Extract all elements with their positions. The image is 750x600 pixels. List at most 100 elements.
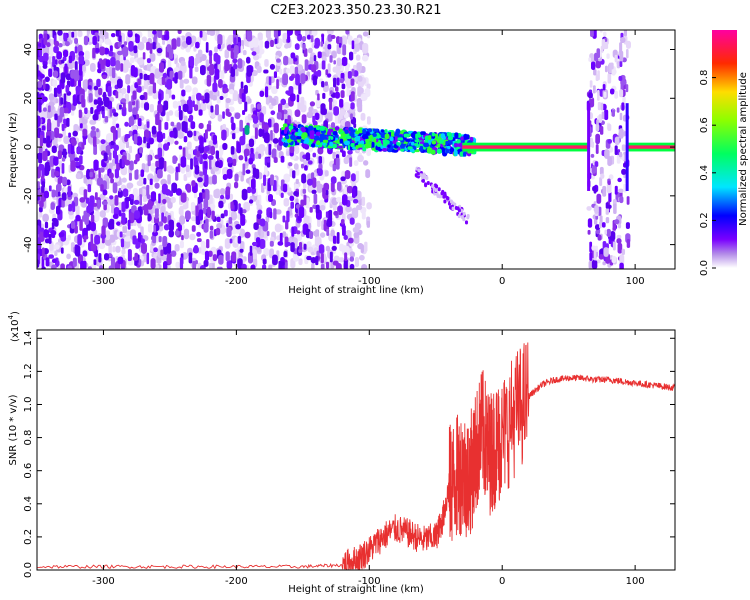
noise-texture-cell (211, 262, 215, 269)
gap-noise-cell (604, 65, 608, 73)
noise-texture-cell (111, 204, 115, 214)
noise-cell (190, 158, 193, 170)
noise-cell (256, 103, 262, 110)
noise-cell (113, 144, 119, 152)
band-cell (454, 132, 459, 139)
noise-cell (313, 54, 317, 62)
noise-texture-cell (308, 106, 314, 117)
noise-cell (317, 168, 323, 177)
colorbar-tick-label: 0.2 (699, 212, 710, 228)
noise-cell (346, 185, 353, 194)
noise-cell (239, 248, 244, 253)
noise-cell (289, 195, 295, 202)
noise-cell (273, 30, 278, 38)
noise-cell (119, 231, 123, 238)
noise-texture-cell (356, 62, 362, 72)
noise-cell (56, 51, 62, 60)
noise-cell (157, 147, 163, 159)
noise-texture-cell (42, 213, 49, 222)
noise-texture-cell (252, 37, 259, 48)
noise-cell (116, 221, 121, 226)
x-tick-label: -200 (225, 576, 248, 587)
noise-cell (42, 107, 47, 112)
noise-cell (296, 30, 301, 35)
y-tick-label: 1.0 (23, 397, 34, 413)
noise-cell (115, 60, 121, 71)
isolated-cell (244, 124, 250, 135)
gap-edge-spike (587, 103, 591, 191)
noise-cell (46, 42, 51, 48)
noise-cell (353, 70, 359, 77)
noise-cell (333, 210, 339, 216)
noise-cell (61, 59, 65, 64)
noise-cell (353, 123, 357, 129)
noise-cell (350, 91, 355, 102)
gap-noise-cell (614, 90, 618, 99)
noise-cell (344, 252, 348, 262)
y-tick-label: 0.4 (23, 496, 34, 512)
gap-noise-cell (616, 107, 620, 113)
noise-cell (83, 35, 89, 46)
noise-cell (259, 238, 266, 250)
noise-texture-cell (362, 31, 369, 37)
tail-cell (424, 183, 428, 188)
gap-noise-cell (596, 48, 600, 59)
gap-noise-cell (595, 144, 599, 154)
noise-cell (329, 251, 333, 263)
noise-texture-cell (48, 93, 55, 101)
noise-texture-cell (327, 63, 331, 73)
noise-cell (43, 190, 49, 199)
noise-cell (351, 173, 356, 182)
snr-y-multiplier: (x104) (7, 311, 21, 342)
band-cell (437, 143, 441, 148)
band-cell (445, 140, 449, 146)
noise-cell (332, 260, 339, 266)
tail-cell (435, 184, 439, 189)
noise-cell (149, 178, 153, 186)
noise-cell (51, 189, 56, 198)
noise-texture-cell (335, 196, 342, 203)
band-cell (436, 148, 442, 154)
noise-texture-cell (319, 204, 326, 211)
noise-cell (82, 128, 88, 137)
noise-cell (133, 199, 140, 205)
noise-texture-cell (99, 30, 105, 35)
noise-cell (321, 60, 326, 70)
gap-noise-cell (598, 114, 603, 123)
noise-texture-cell (303, 215, 310, 224)
noise-texture-cell (284, 102, 290, 109)
noise-cell (178, 110, 183, 121)
gap-noise-cell (620, 36, 626, 44)
noise-cell (38, 163, 45, 171)
noise-cell (347, 237, 354, 244)
noise-texture-cell (170, 196, 176, 204)
noise-cell (79, 155, 83, 165)
noise-cell (313, 44, 320, 49)
noise-cell (333, 60, 336, 65)
noise-cell (349, 256, 354, 262)
noise-cell (299, 206, 305, 219)
noise-cell (146, 194, 151, 200)
band-cell (322, 139, 329, 143)
noise-cell (259, 90, 265, 98)
gap-noise-cell (618, 188, 624, 193)
noise-cell (152, 30, 157, 35)
noise-cell (307, 178, 313, 186)
noise-cell (286, 210, 290, 223)
noise-texture-cell (307, 246, 314, 253)
noise-texture-cell (119, 55, 124, 63)
noise-cell (232, 158, 237, 167)
noise-cell (182, 103, 189, 113)
noise-texture-cell (128, 145, 133, 154)
noise-texture-cell (190, 201, 196, 212)
noise-texture-cell (316, 183, 324, 193)
noise-texture-cell (297, 102, 301, 111)
noise-texture-cell (261, 106, 267, 115)
noise-cell (331, 245, 337, 251)
noise-cell (75, 214, 81, 222)
noise-cell (39, 135, 44, 147)
noise-cell (39, 200, 44, 208)
noise-cell (108, 50, 114, 57)
noise-cell (78, 109, 82, 119)
noise-cell (218, 254, 224, 265)
